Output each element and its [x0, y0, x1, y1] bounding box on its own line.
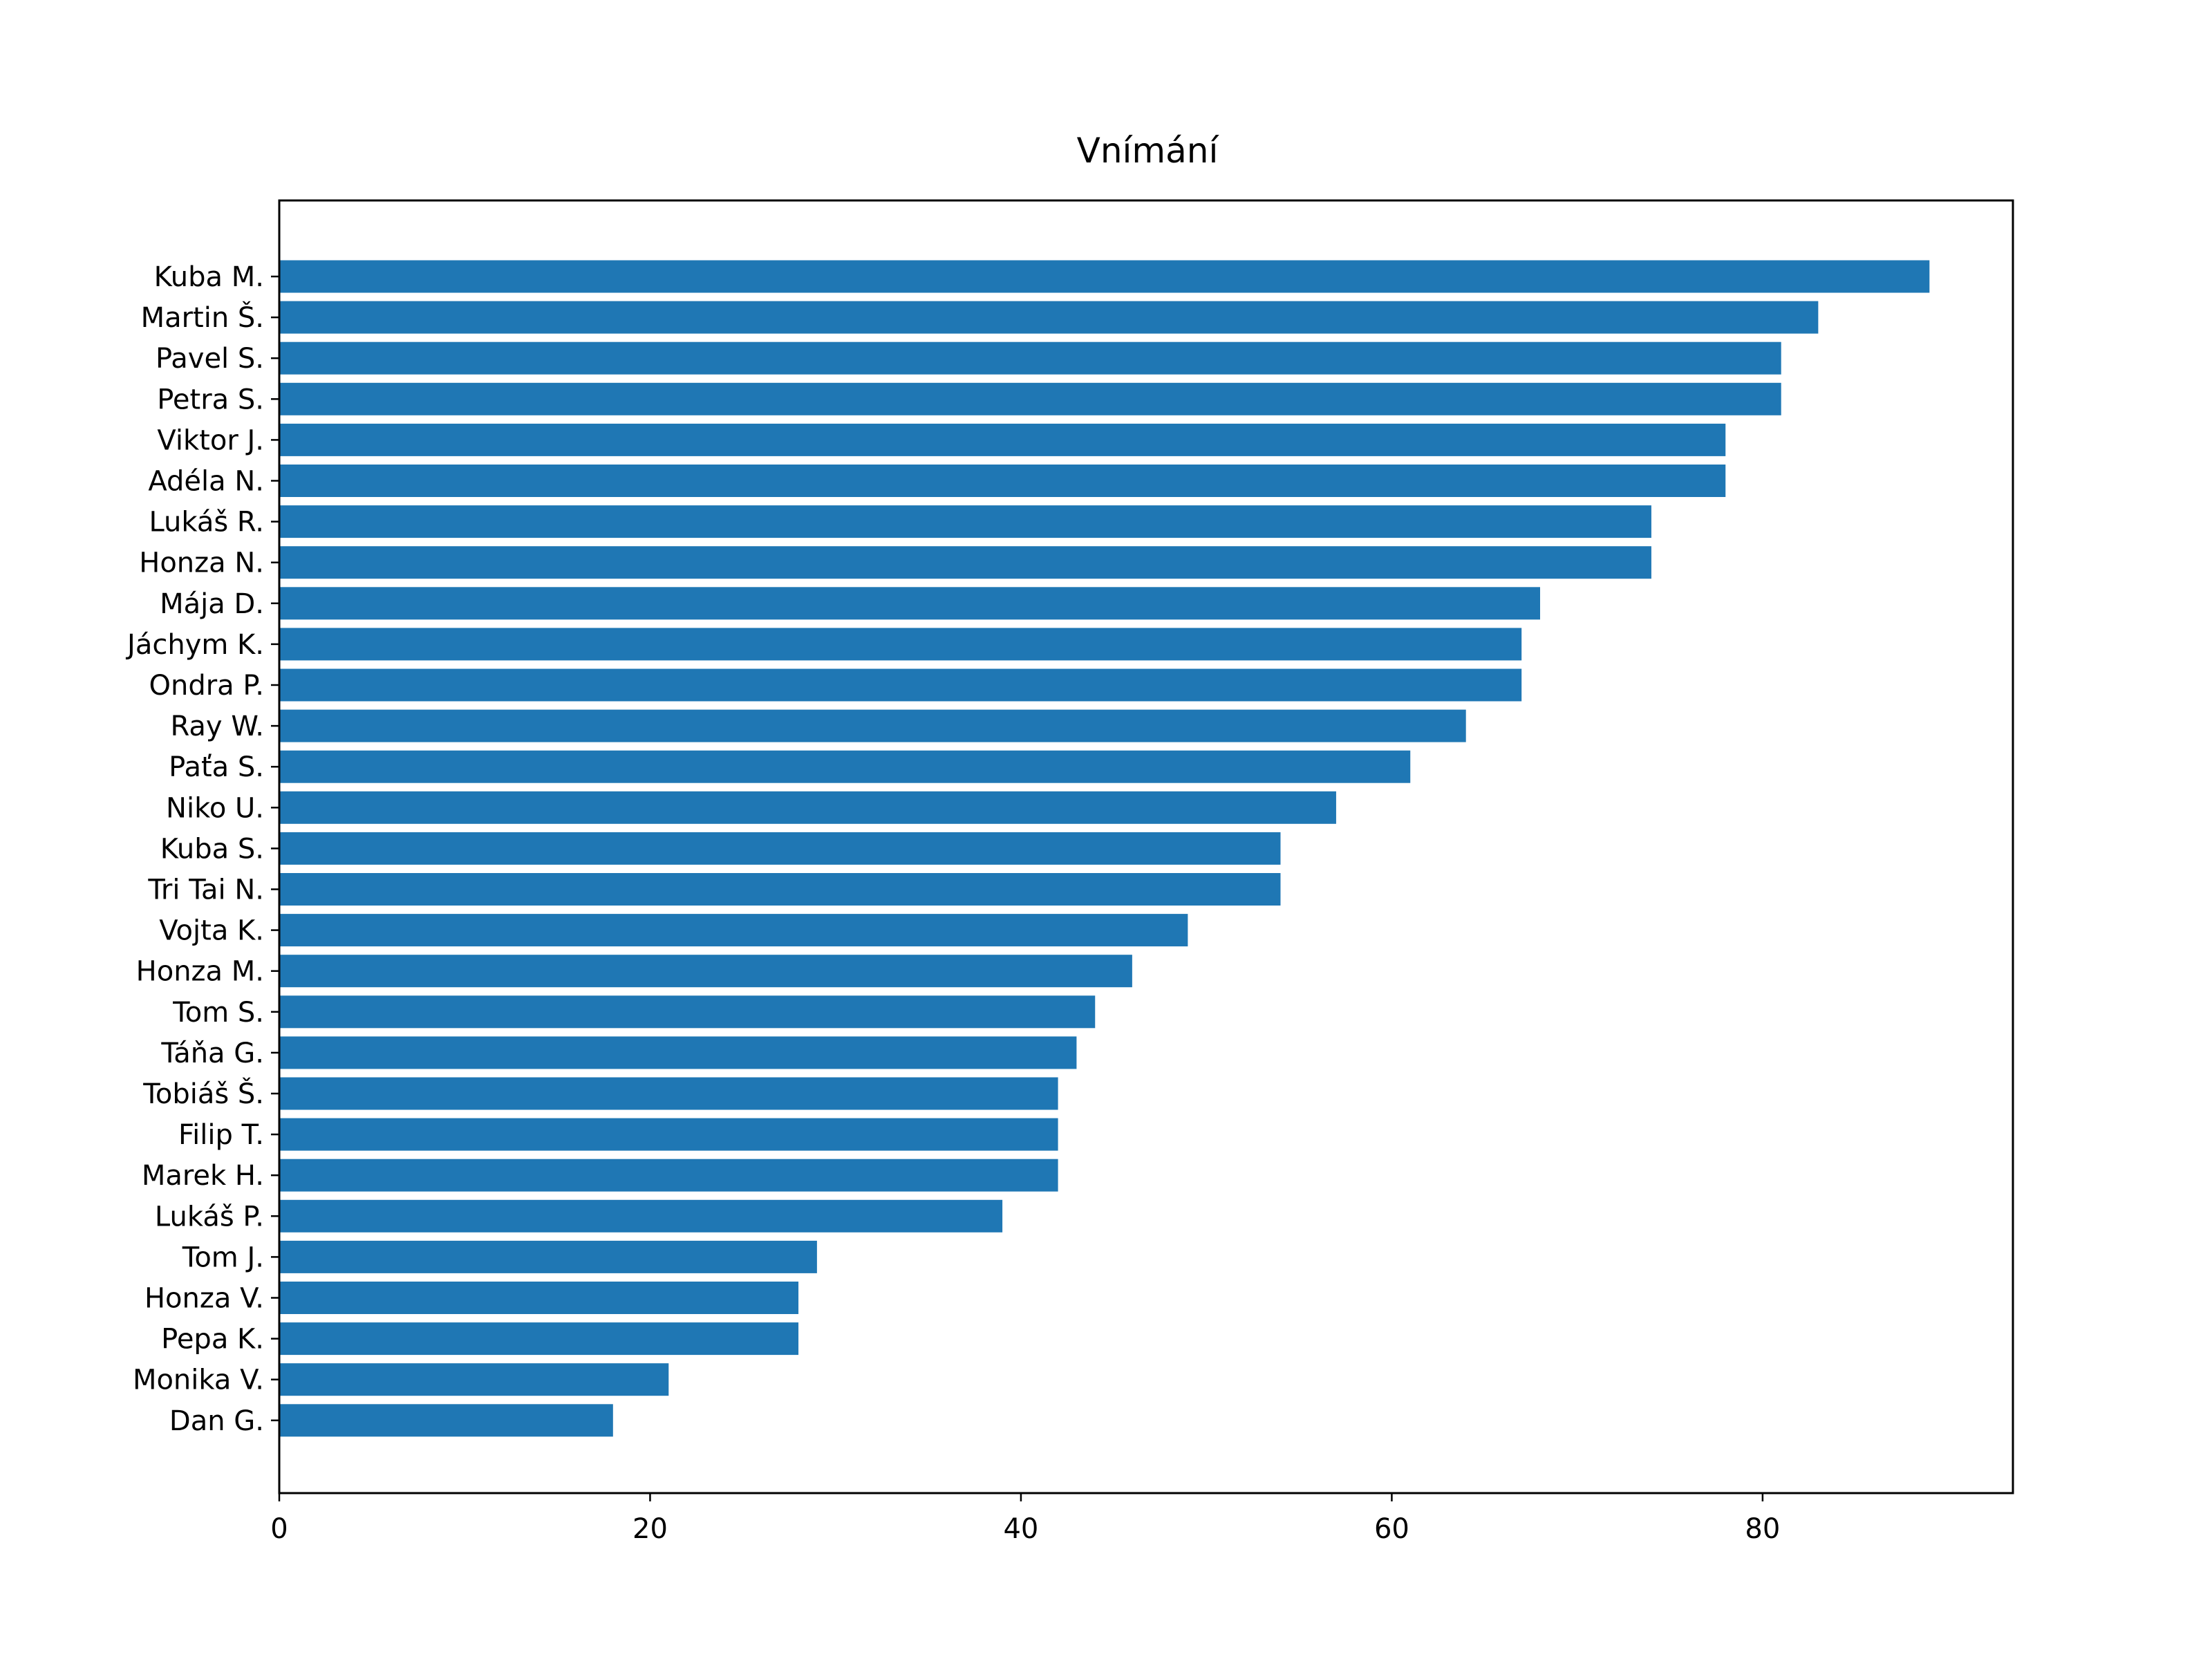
y-tick-label: Adéla N. [148, 466, 264, 498]
y-tick-label: Niko U. [166, 792, 264, 824]
bar [279, 546, 1651, 579]
x-tick-label: 0 [270, 1513, 288, 1545]
y-tick-label: Kuba M. [154, 261, 264, 293]
y-tick-label: Lukáš P. [155, 1201, 264, 1232]
bar [279, 832, 1281, 865]
bar [279, 1077, 1058, 1110]
bar [279, 341, 1781, 375]
y-tick-label: Mája D. [160, 588, 264, 620]
y-tick-label: Monika V. [133, 1365, 264, 1396]
bar [279, 423, 1726, 456]
bar [279, 709, 1466, 742]
bar [279, 587, 1540, 620]
y-tick-label: Honza V. [144, 1283, 264, 1315]
x-tick-label: 20 [632, 1513, 668, 1545]
y-tick-label: Táňa G. [160, 1038, 264, 1069]
bar [279, 914, 1188, 947]
y-tick-label: Marek H. [142, 1160, 264, 1192]
bar [279, 995, 1096, 1029]
y-axis-ticks: Kuba M. Martin Š. Pavel S. Petra S. Viktor J… [125, 261, 279, 1437]
chart-title: Vnímání [1077, 131, 1220, 171]
bar [279, 1404, 613, 1437]
bar [279, 1118, 1058, 1151]
y-tick-label: Tom S. [172, 997, 264, 1029]
y-tick-label: Tri Tai N. [147, 874, 264, 906]
bar [279, 465, 1726, 497]
bar [279, 1282, 799, 1314]
y-tick-label: Ondra P. [149, 670, 264, 702]
y-tick-label: Pavel S. [156, 343, 264, 375]
plot-frame [278, 199, 2014, 1494]
x-axis-ticks: 0 20 40 60 80 [270, 1493, 1780, 1545]
y-tick-label: Honza M. [136, 956, 264, 988]
bar [279, 873, 1281, 906]
y-tick-label: Ray W. [171, 711, 265, 742]
bar [279, 791, 1336, 824]
y-tick-label: Honza N. [139, 547, 264, 579]
y-tick-label: Viktor J. [157, 424, 264, 456]
y-tick-label: Tobiáš Š. [142, 1077, 264, 1110]
bar [279, 301, 1819, 334]
y-tick-label: Pepa K. [161, 1324, 264, 1356]
bar [279, 505, 1651, 538]
y-tick-label: Paťa S. [169, 751, 264, 783]
bar [279, 1159, 1058, 1192]
bar [279, 260, 1930, 293]
y-tick-label: Kuba S. [160, 833, 264, 865]
bar [279, 750, 1411, 783]
bar [279, 1363, 669, 1396]
y-tick-label: Petra S. [157, 384, 264, 415]
bar [279, 1199, 1003, 1232]
y-tick-label: Tom J. [182, 1241, 264, 1273]
bar [279, 955, 1132, 988]
y-tick-label: Dan G. [169, 1405, 264, 1437]
y-tick-label: Vojta K. [159, 915, 264, 947]
bar [279, 1240, 817, 1273]
bar [279, 1322, 799, 1356]
bar [279, 668, 1522, 702]
y-tick-label: Filip T. [178, 1119, 264, 1151]
bar [279, 628, 1522, 661]
bar [279, 382, 1781, 415]
y-tick-label: Martin Š. [141, 301, 264, 334]
x-tick-label: 80 [1745, 1513, 1780, 1545]
y-tick-label: Jáchym K. [125, 629, 264, 661]
bar [279, 1036, 1077, 1069]
y-tick-label: Lukáš R. [149, 507, 264, 538]
x-tick-label: 60 [1374, 1513, 1409, 1545]
x-tick-label: 40 [1003, 1513, 1038, 1545]
bars-group [279, 260, 1930, 1437]
